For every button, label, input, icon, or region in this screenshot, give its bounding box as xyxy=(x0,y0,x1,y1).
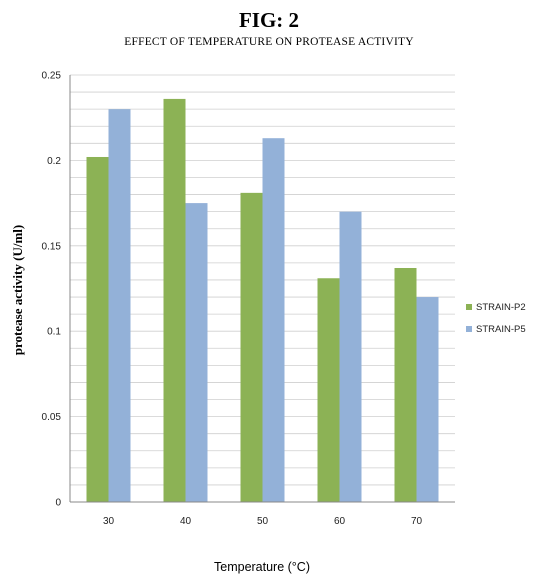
legend-swatch-strain-p5 xyxy=(466,326,472,332)
figure-label: FIG: 2 xyxy=(238,8,300,32)
axes xyxy=(69,75,455,503)
legend-label: STRAIN-P5 xyxy=(476,324,526,335)
x-axis-label: Temperature (°C) xyxy=(214,560,310,574)
x-tick-label: 40 xyxy=(180,516,192,527)
x-tick-labels: 30 40 50 60 70 xyxy=(103,516,423,527)
y-axis-label: protease activity (U/ml) xyxy=(10,225,25,355)
bar-strain-p5-70 xyxy=(416,297,439,502)
bar-strain-p5-30 xyxy=(108,109,131,502)
bar-strain-p2-60 xyxy=(317,278,340,502)
x-tick-label: 30 xyxy=(103,516,115,527)
legend: STRAIN-P2 STRAIN-P5 xyxy=(466,302,526,335)
bar-strain-p5-50 xyxy=(262,138,285,503)
y-tick-label: 0.1 xyxy=(47,327,61,338)
bar-strain-p2-50 xyxy=(240,192,263,503)
x-tick-label: 60 xyxy=(334,516,346,527)
y-tick-label: 0.05 xyxy=(42,412,62,423)
bars xyxy=(86,98,439,503)
bar-strain-p2-30 xyxy=(86,156,109,502)
x-tick-label: 70 xyxy=(411,516,423,527)
y-tick-label: 0.2 xyxy=(47,156,61,167)
bar-strain-p2-70 xyxy=(394,268,417,502)
y-tick-label: 0 xyxy=(55,498,61,509)
x-tick-label: 50 xyxy=(257,516,269,527)
y-tick-label: 0.15 xyxy=(42,241,62,252)
bar-strain-p5-60 xyxy=(339,211,362,502)
legend-swatch-strain-p2 xyxy=(466,304,472,310)
bar-strain-p2-40 xyxy=(163,98,186,503)
y-tick-label: 0.25 xyxy=(42,71,62,82)
y-tick-labels: 0 0.05 0.1 0.15 0.2 0.25 xyxy=(42,71,62,509)
legend-label: STRAIN-P2 xyxy=(476,302,526,313)
chart-title: EFFECT OF TEMPERATURE ON PROTEASE ACTIVI… xyxy=(124,36,414,48)
bar-strain-p5-40 xyxy=(185,203,208,502)
